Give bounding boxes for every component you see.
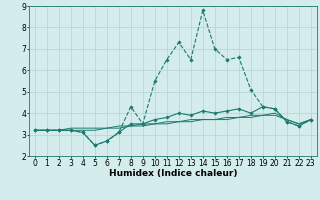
X-axis label: Humidex (Indice chaleur): Humidex (Indice chaleur) [108,169,237,178]
